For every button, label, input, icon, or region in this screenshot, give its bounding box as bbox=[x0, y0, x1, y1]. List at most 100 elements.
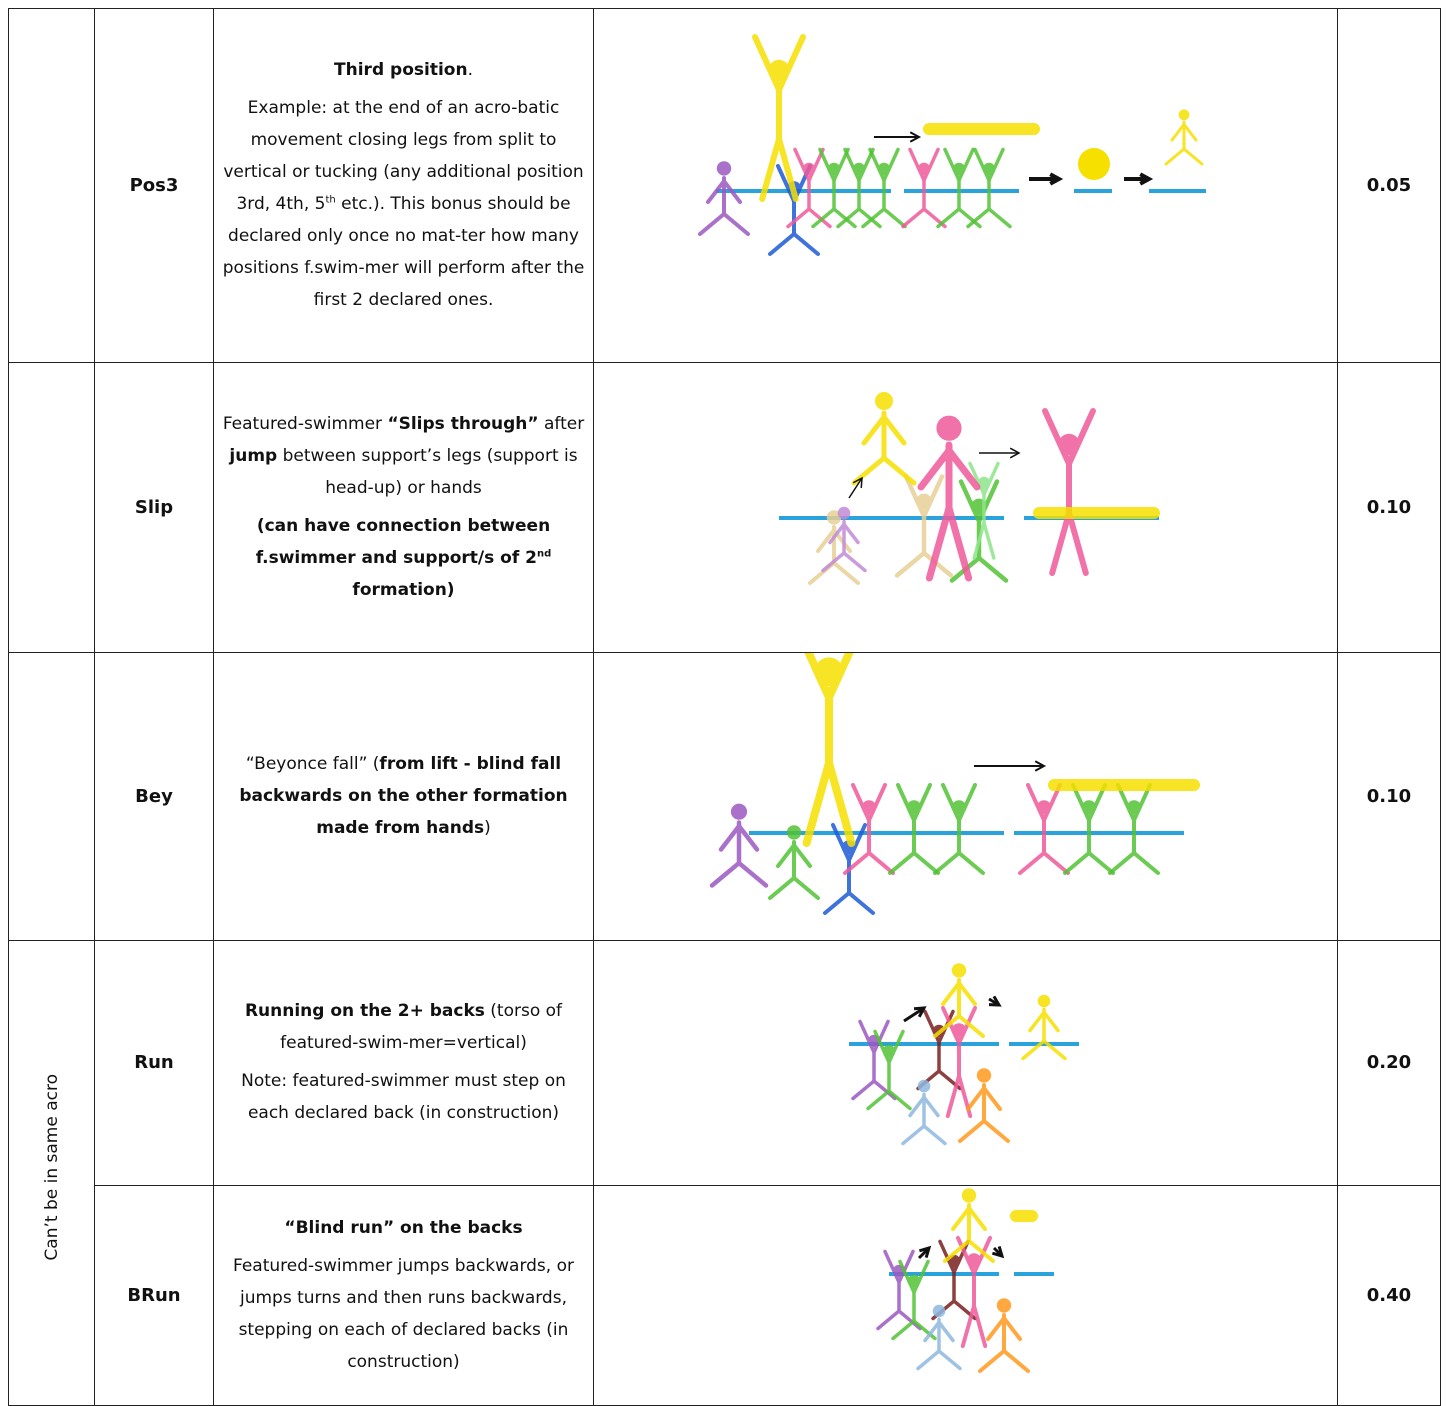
figure-arms bbox=[858, 1019, 890, 1057]
figure-legs bbox=[1108, 850, 1160, 875]
figure-legs bbox=[966, 206, 1012, 229]
illustration-cell bbox=[593, 8, 1338, 363]
figure bbox=[866, 1029, 912, 1111]
code-cell: Run bbox=[94, 940, 214, 1186]
paragraph: Running on the 2+ backs (torso of featur… bbox=[222, 995, 585, 1059]
group-label: Can’t be in same acro bbox=[41, 1074, 62, 1261]
figure-legs bbox=[836, 206, 882, 229]
description-cell: “Blind run” on the backs Featured-swimmer… bbox=[213, 1185, 594, 1406]
figure-head bbox=[976, 1068, 992, 1083]
figure-legs bbox=[843, 850, 895, 875]
text-run: th bbox=[325, 193, 336, 205]
figure-arms bbox=[1116, 783, 1152, 826]
figure-legs bbox=[1063, 850, 1115, 875]
table-row: Bey “Beyonce fall” (from lift - blind fal… bbox=[8, 652, 1441, 941]
figure-head bbox=[875, 392, 893, 410]
text-run: after bbox=[538, 413, 585, 434]
text-run: Note: featured-swimmer must step on each… bbox=[241, 1071, 566, 1123]
text-run: Running on the 2+ backs bbox=[244, 1001, 485, 1021]
figure-legs bbox=[943, 1238, 995, 1263]
figure-legs bbox=[978, 1348, 1030, 1373]
figure-legs bbox=[823, 890, 875, 915]
figure-arms bbox=[941, 783, 977, 826]
figure-arms bbox=[917, 444, 981, 491]
text-run: between support’s legs (support is head-… bbox=[277, 445, 578, 498]
arrow-head bbox=[991, 1245, 1005, 1259]
figure-head bbox=[826, 510, 842, 525]
text-run: (torso of featured-swim-mer=vertical) bbox=[280, 1001, 563, 1053]
value-cell: 0.05 bbox=[1337, 8, 1441, 363]
figure-arms bbox=[861, 412, 907, 446]
figure bbox=[811, 147, 857, 229]
figure-head bbox=[996, 1298, 1012, 1313]
figure bbox=[808, 510, 860, 585]
figure-arms bbox=[1071, 783, 1107, 826]
text-run: Featured-swimmer jumps backwards, or jum… bbox=[233, 1255, 574, 1372]
figure bbox=[916, 1009, 962, 1091]
figure-legs bbox=[851, 454, 917, 486]
figure-head bbox=[716, 161, 732, 176]
figure-legs bbox=[960, 1298, 988, 1348]
figure bbox=[861, 147, 907, 229]
figure-head bbox=[917, 1079, 931, 1093]
figure-legs bbox=[821, 550, 867, 573]
figure-arms bbox=[951, 1204, 987, 1231]
figure-arms bbox=[883, 1249, 915, 1287]
figure-arms bbox=[804, 653, 854, 708]
figure-arms bbox=[941, 979, 977, 1006]
arrow-head bbox=[918, 1245, 932, 1259]
figure-head bbox=[1037, 994, 1051, 1008]
figure-arms bbox=[873, 1029, 905, 1067]
figure-legs bbox=[933, 850, 985, 875]
code-cell: Bey bbox=[94, 652, 214, 941]
text-run: jump bbox=[229, 445, 278, 466]
figure-legs bbox=[891, 1318, 937, 1341]
empty-cell bbox=[8, 362, 95, 653]
text-run: “Blind run” on the backs bbox=[284, 1217, 523, 1238]
figure-legs bbox=[1018, 850, 1070, 875]
figure-arms bbox=[898, 1259, 930, 1297]
empty-cell bbox=[8, 652, 95, 941]
figure-legs bbox=[925, 495, 973, 582]
figure-arms bbox=[943, 147, 975, 185]
figure bbox=[933, 963, 985, 1038]
figure-arms bbox=[956, 1236, 992, 1279]
figure bbox=[836, 147, 882, 229]
figure bbox=[894, 474, 954, 578]
figure-arms bbox=[908, 147, 940, 185]
figure bbox=[949, 479, 1009, 583]
figure-legs bbox=[901, 206, 947, 229]
value-cell: 0.10 bbox=[1337, 362, 1441, 653]
table-row: Slip Featured-swimmer “Slips through” aft… bbox=[8, 362, 1441, 653]
illustration-cell bbox=[593, 1185, 1338, 1406]
figure-arms bbox=[973, 147, 1005, 185]
illustration bbox=[698, 34, 1206, 256]
figure-head bbox=[932, 1304, 946, 1318]
figure-arms bbox=[793, 147, 825, 185]
figure bbox=[916, 1304, 962, 1371]
figure-legs bbox=[888, 850, 940, 875]
figure-arms bbox=[1042, 408, 1096, 472]
text-run: etc.). This bonus should be declared onl… bbox=[222, 193, 585, 310]
figure-legs bbox=[894, 550, 954, 578]
arrow-head bbox=[913, 1006, 927, 1018]
figure-legs bbox=[866, 1088, 912, 1111]
figure bbox=[843, 783, 895, 875]
description-cell: Third position. Example: at the end of an… bbox=[213, 8, 594, 363]
illustration bbox=[876, 1188, 1054, 1373]
figure bbox=[1063, 783, 1115, 875]
figure bbox=[966, 147, 1012, 229]
figure bbox=[901, 1079, 947, 1146]
figure-legs bbox=[709, 860, 769, 888]
description-cell: “Beyonce fall” (from lift - blind fall b… bbox=[213, 652, 594, 941]
figure-arms bbox=[851, 783, 887, 826]
paragraph: “Blind run” on the backs bbox=[222, 1212, 585, 1244]
empty-cell bbox=[8, 8, 95, 363]
figure-arms bbox=[908, 1094, 940, 1118]
figure-head bbox=[951, 963, 967, 978]
figure-head bbox=[786, 825, 802, 840]
figure bbox=[941, 1006, 977, 1118]
figure bbox=[802, 653, 856, 847]
arrow-head bbox=[1049, 172, 1064, 186]
figure-arms bbox=[718, 822, 760, 852]
